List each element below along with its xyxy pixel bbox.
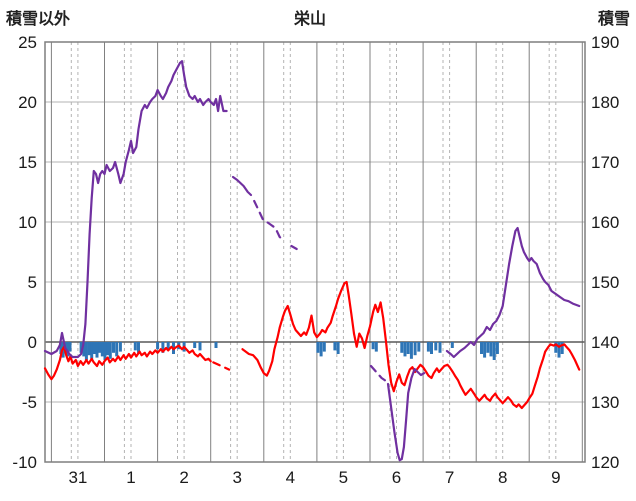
precip-bar <box>87 342 91 356</box>
x-tick-label: 5 <box>339 468 348 487</box>
snow-line <box>386 367 426 462</box>
precip-bar <box>406 342 410 354</box>
precip-bar <box>438 342 442 353</box>
precip-bar <box>434 342 438 351</box>
left-tick-label: 25 <box>18 33 37 52</box>
x-tick-label: 2 <box>179 468 188 487</box>
x-tick-label: 1 <box>126 468 135 487</box>
left-tick-label: 15 <box>18 153 37 172</box>
snow-line <box>253 199 284 242</box>
x-tick-label: 4 <box>286 468 295 487</box>
precip-bar <box>319 342 323 357</box>
precip-bar <box>333 342 337 351</box>
snow-line <box>43 60 228 359</box>
precip-bar <box>103 342 107 360</box>
x-tick-label: 7 <box>445 468 454 487</box>
precip-bars <box>59 342 564 360</box>
precip-bar <box>492 342 496 360</box>
precip-bar <box>66 342 70 357</box>
precip-bar <box>450 342 454 348</box>
right-tick-label: 150 <box>591 273 619 292</box>
precip-bar <box>560 342 564 354</box>
left-tick-label: 10 <box>18 213 37 232</box>
precip-bar <box>214 342 218 348</box>
precip-bar <box>495 342 499 354</box>
left-tick-label: -10 <box>12 453 37 472</box>
precip-bar <box>100 342 104 357</box>
temp-line <box>241 280 581 410</box>
x-tick-label: 9 <box>551 468 560 487</box>
right-axis-title: 積雪 <box>597 9 630 28</box>
x-tick-label: 3 <box>232 468 241 487</box>
precip-bar <box>430 342 433 354</box>
right-tick-label: 180 <box>591 93 619 112</box>
precip-bar <box>336 342 340 354</box>
precip-bar <box>84 342 88 360</box>
precip-bar <box>166 342 170 351</box>
snow-line <box>369 364 387 383</box>
temp-line <box>212 361 231 371</box>
precip-bar <box>98 342 102 353</box>
precip-bar <box>483 342 487 358</box>
right-tick-label: 170 <box>591 153 619 172</box>
right-tick-label: 130 <box>591 393 619 412</box>
snow-line <box>445 226 581 359</box>
left-tick-label: 0 <box>28 333 37 352</box>
chart-title: 栄山 <box>293 9 326 28</box>
precip-bar <box>92 342 96 354</box>
precip-bar <box>112 342 115 353</box>
precip-bar <box>417 342 421 352</box>
precip-bar <box>82 342 86 357</box>
precip-bar <box>108 342 112 359</box>
precip-bar <box>198 342 202 351</box>
chart-generated-layer: 2520151050-5-101901801701601501401301203… <box>12 33 619 487</box>
x-tick-label: 31 <box>68 468 87 487</box>
right-tick-label: 160 <box>591 213 619 232</box>
precip-bar <box>137 342 140 353</box>
precip-bar <box>322 342 326 352</box>
right-tick-label: 190 <box>591 33 619 52</box>
precip-bar <box>118 342 122 352</box>
precip-bar <box>95 342 99 358</box>
left-tick-label: -5 <box>22 393 37 412</box>
right-tick-label: 140 <box>591 333 619 352</box>
precip-bar <box>374 342 378 352</box>
plot-border <box>44 41 586 463</box>
left-tick-label: 5 <box>28 273 37 292</box>
precip-bar <box>59 342 63 354</box>
precip-bar <box>557 342 561 358</box>
precip-bar <box>554 342 558 353</box>
precip-bar <box>133 342 137 351</box>
snow-line <box>231 175 253 197</box>
precip-bar <box>371 342 375 350</box>
precip-bar <box>413 342 417 356</box>
left-tick-label: 20 <box>18 93 37 112</box>
precip-bar <box>426 342 430 352</box>
precip-bar <box>106 342 110 356</box>
left-axis-title: 積雪以外 <box>5 9 70 28</box>
right-tick-label: 120 <box>591 453 619 472</box>
precip-bar <box>90 342 94 359</box>
temp-line <box>43 344 212 381</box>
x-tick-label: 6 <box>392 468 401 487</box>
precip-bar <box>156 342 160 350</box>
precip-bar <box>486 342 490 353</box>
precip-bar <box>193 342 197 348</box>
precip-bar <box>161 342 165 353</box>
precip-bar <box>115 342 119 357</box>
precip-bar <box>403 342 407 357</box>
snow-line <box>290 244 298 251</box>
precip-bar <box>480 342 483 354</box>
precip-bar <box>409 342 413 359</box>
precip-bar <box>68 342 72 352</box>
precip-bar <box>400 342 404 353</box>
precip-bar <box>489 342 493 357</box>
precip-bar <box>79 342 83 353</box>
precip-bar <box>316 342 320 353</box>
x-tick-label: 8 <box>498 468 507 487</box>
